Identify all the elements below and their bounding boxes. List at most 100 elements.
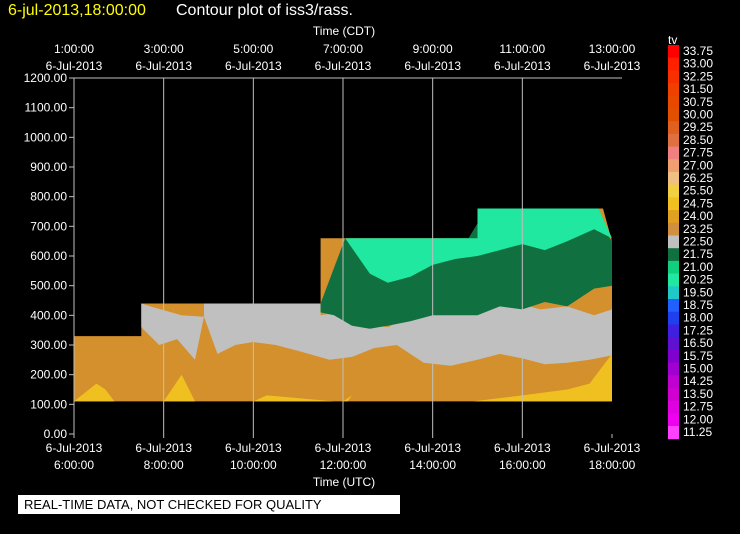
colorbar-swatch (668, 172, 679, 186)
bottom-axis-label: Time (UTC) (313, 475, 375, 489)
colorbar-label: 19.50 (683, 285, 713, 299)
grid-lines (163, 78, 523, 434)
colorbar-label: 13.50 (683, 387, 713, 401)
colorbar-swatch (668, 70, 679, 84)
colorbar-label: 26.25 (683, 171, 713, 185)
colorbar-label: 29.25 (683, 120, 713, 134)
bottom-tick-time: 8:00:00 (144, 458, 184, 472)
colorbar-label: 18.00 (683, 311, 713, 325)
y-tick-label: 1200.00 (24, 71, 68, 85)
bottom-tick-date: 6-Jul-2013 (46, 441, 103, 455)
colorbar-label: 17.25 (683, 323, 713, 337)
colorbar-label: 21.75 (683, 247, 713, 261)
y-tick-label: 100.00 (30, 397, 67, 411)
bottom-tick-date: 6-Jul-2013 (135, 441, 192, 455)
y-tick-label: 700.00 (30, 219, 67, 233)
top-tick-time: 11:00:00 (499, 42, 545, 56)
colorbar-label: 32.25 (683, 69, 713, 83)
colorbar-swatch (668, 133, 679, 148)
colorbar-swatch (668, 45, 679, 59)
top-tick-date: 6-Jul-2013 (494, 59, 551, 73)
bottom-tick-date: 6-Jul-2013 (494, 441, 551, 455)
contour-region-1 (141, 302, 613, 366)
top-tick-date: 6-Jul-2013 (404, 59, 461, 73)
colorbar-label: 12.75 (683, 400, 713, 414)
y-tick-label: 1000.00 (24, 130, 68, 144)
colorbar-swatch (668, 286, 679, 300)
colorbar-label: 28.50 (683, 133, 713, 147)
colorbar-label: 24.00 (683, 209, 713, 223)
header: 6-jul-2013,18:00:00 Contour plot of iss3… (0, 0, 740, 22)
colorbar-label: 22.50 (683, 235, 713, 249)
bottom-tick-time: 6:00:00 (54, 458, 94, 472)
bottom-tick-time: 16:00:00 (499, 458, 546, 472)
colorbar-swatch (668, 235, 679, 249)
bottom-tick-date: 6-Jul-2013 (584, 441, 641, 455)
bottom-axis: 6-Jul-2013 6:00:00 6-Jul-2013 8:00:00 6-Jul-… (46, 434, 641, 472)
y-tick-label: 600.00 (30, 249, 67, 263)
bottom-tick-date: 6-Jul-2013 (404, 441, 461, 455)
top-tick-date: 6-Jul-2013 (46, 59, 103, 73)
top-tick-time: 9:00:00 (413, 42, 453, 56)
colorbar-label: 12.00 (683, 412, 713, 426)
colorbar-swatch (668, 121, 679, 135)
colorbar-swatch (668, 311, 679, 325)
colorbar-label: 31.50 (683, 82, 713, 96)
colorbar-label: 20.25 (683, 273, 713, 287)
top-tick-date: 6-Jul-2013 (135, 59, 192, 73)
colorbar-label: 25.50 (683, 184, 713, 198)
bottom-tick-time: 14:00:00 (409, 458, 456, 472)
contour-region-4 (74, 353, 612, 402)
colorbar-swatch (668, 349, 679, 363)
colorbar-label: 24.75 (683, 196, 713, 210)
colorbar-label: 27.75 (683, 146, 713, 160)
bottom-tick-date: 6-Jul-2013 (315, 441, 372, 455)
colorbar-swatch (668, 299, 679, 313)
colorbar-swatch (668, 362, 679, 376)
colorbar-swatch (668, 108, 679, 122)
colorbar-label: 30.00 (683, 108, 713, 122)
y-tick-label: 500.00 (30, 279, 67, 293)
y-tick-label: 900.00 (30, 160, 67, 174)
colorbar-swatch (668, 248, 679, 262)
quality-warning: REAL-TIME DATA, NOT CHECKED FOR QUALITY (18, 495, 400, 514)
colorbar-swatch (668, 375, 679, 389)
y-axis: 1200.00 1100.00 1000.00 900.00 800.00 700.00 6… (24, 71, 74, 441)
y-tick-label: 0.00 (44, 427, 68, 441)
bottom-tick-time: 18:00:00 (589, 458, 636, 472)
colorbar-swatch (668, 197, 679, 211)
colorbar-swatch (668, 413, 679, 427)
y-tick-label: 1100.00 (25, 101, 68, 115)
timestamp: 6-jul-2013,18:00:00 (8, 2, 146, 19)
colorbar-swatch (668, 400, 679, 414)
colorbar-label: 18.75 (683, 298, 713, 312)
bottom-tick-time: 12:00:00 (320, 458, 367, 472)
top-tick-time: 3:00:00 (144, 42, 184, 56)
y-tick-label: 800.00 (30, 190, 67, 204)
chart-title: Contour plot of iss3/rass. (176, 2, 353, 19)
colorbar-swatch (668, 337, 679, 351)
colorbar-label: 16.50 (683, 336, 713, 350)
top-tick-time: 5:00:00 (233, 42, 273, 56)
colorbar-label: 27.00 (683, 158, 713, 172)
top-tick-time: 7:00:00 (323, 42, 363, 56)
colorbar-title: tv (668, 33, 678, 47)
colorbar-swatch (668, 159, 679, 173)
top-tick-date: 6-Jul-2013 (315, 59, 372, 73)
bottom-tick-date: 6-Jul-2013 (225, 441, 282, 455)
top-tick-date: 6-Jul-2013 (584, 59, 641, 73)
colorbar: 33.7533.0032.2531.5030.7530.0029.2528.50… (668, 44, 713, 440)
y-tick-label: 200.00 (30, 368, 67, 382)
colorbar-label: 33.75 (683, 44, 713, 58)
y-tick-label: 300.00 (30, 338, 67, 352)
colorbar-label: 15.75 (683, 349, 713, 363)
y-tick-label: 400.00 (30, 308, 67, 322)
colorbar-label: 21.00 (683, 260, 713, 274)
colorbar-label: 11.25 (683, 425, 712, 439)
colorbar-swatch (668, 146, 679, 160)
colorbar-swatch (668, 95, 679, 109)
colorbar-label: 14.25 (683, 374, 713, 388)
top-tick-date: 6-Jul-2013 (225, 59, 282, 73)
colorbar-label: 15.00 (683, 362, 713, 376)
